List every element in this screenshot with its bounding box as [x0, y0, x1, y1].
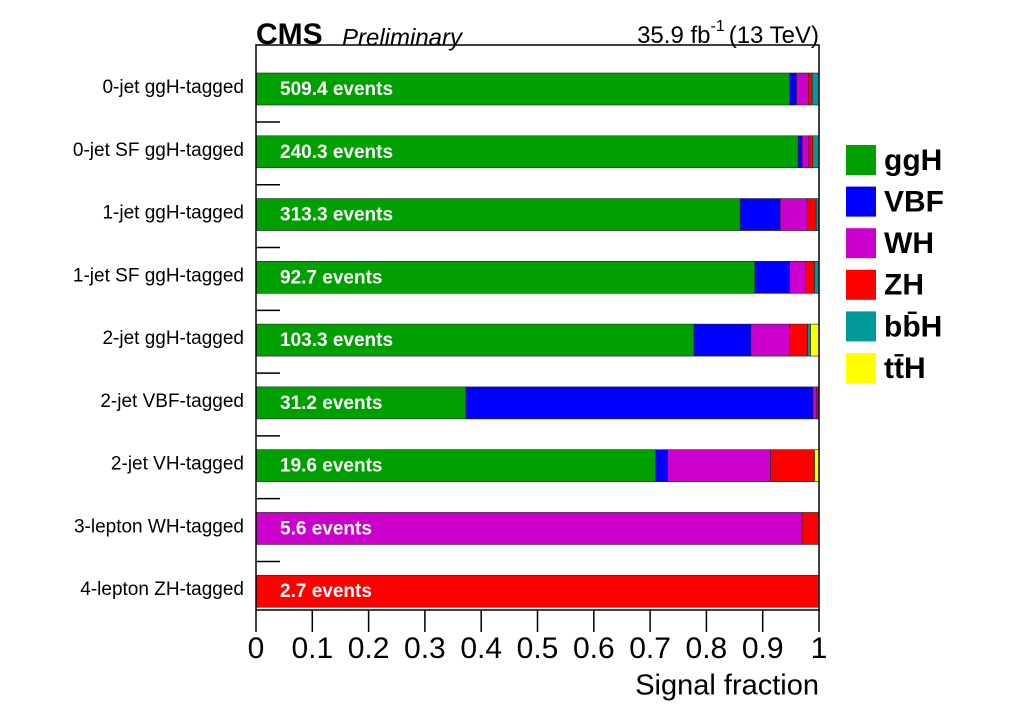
bar-segment — [770, 449, 815, 482]
bar-segment — [812, 386, 818, 420]
x-tick-label: 0.3 — [404, 632, 446, 665]
bar-segment — [807, 323, 811, 357]
legend-swatch — [846, 311, 876, 342]
category-label: 3-lepton WH-tagged — [74, 516, 244, 537]
x-tick-label: 0.8 — [686, 632, 728, 665]
x-tick-label: 0.7 — [629, 632, 671, 665]
legend-label: VBF — [884, 186, 944, 219]
x-tick-label: 0.6 — [573, 632, 615, 665]
bar-label: 19.6 events — [280, 456, 382, 477]
legend-label: bb̄H — [884, 310, 942, 343]
bar-label: 2.7 events — [280, 581, 372, 602]
bar-segment — [750, 323, 791, 357]
bar-segment — [255, 449, 657, 482]
legend-label: tt̄H — [884, 352, 926, 385]
x-tick-label: 0.5 — [517, 632, 559, 665]
legend-label: ggH — [884, 144, 942, 177]
bar-segment — [255, 135, 799, 169]
bar-segment — [811, 72, 820, 106]
bar-segment — [789, 323, 809, 357]
experiment: CMS — [256, 18, 323, 51]
bar-segment — [801, 512, 820, 545]
bar-label: 31.2 events — [280, 393, 382, 414]
bar-label: 313.3 events — [280, 205, 393, 226]
category-label: 0-jet SF ggH-tagged — [73, 140, 244, 161]
bar-segment — [808, 135, 814, 169]
category-label: 0-jet ggH-tagged — [102, 77, 244, 98]
x-tick-label: 0.1 — [291, 632, 333, 665]
bar-segment — [812, 135, 820, 169]
bar-label: 240.3 events — [280, 142, 393, 163]
bar-segment — [806, 198, 817, 231]
category-label: 1-jet ggH-tagged — [102, 203, 244, 224]
legend-swatch — [846, 186, 876, 217]
category-label: 4-lepton ZH-tagged — [80, 579, 244, 600]
bar-segment — [810, 323, 820, 357]
lumi-exponent: -1 — [710, 18, 724, 35]
bar-segment — [808, 72, 813, 106]
bar-label: 509.4 events — [280, 79, 393, 100]
bar-segment — [801, 135, 810, 169]
legend-swatch — [846, 353, 876, 383]
bar-segment — [693, 323, 752, 357]
category-label: 1-jet SF ggH-tagged — [73, 265, 244, 286]
legend-label: WH — [884, 227, 934, 260]
bar-segment — [789, 261, 806, 294]
x-tick-label: 0.2 — [348, 632, 390, 665]
x-tick-label: 1 — [811, 632, 828, 665]
bar-segment — [796, 72, 809, 106]
bar-segment — [754, 261, 791, 294]
x-tick-label: 0 — [248, 632, 265, 665]
bar-label: 92.7 events — [280, 267, 382, 288]
bar-segment — [789, 72, 797, 106]
bar-segment — [255, 323, 695, 357]
legend-swatch — [846, 269, 876, 300]
bar-label: 103.3 events — [280, 330, 393, 351]
bar-segment — [739, 198, 781, 231]
x-tick-label: 0.4 — [460, 632, 502, 665]
bar-label: 5.6 events — [280, 518, 372, 539]
legend-swatch — [846, 145, 876, 175]
category-label: 2-jet VBF-tagged — [100, 391, 244, 412]
legend-swatch — [846, 228, 876, 259]
bar-segment — [797, 135, 803, 169]
category-label: 2-jet VH-tagged — [111, 454, 244, 475]
x-axis-title: Signal fraction — [635, 670, 819, 702]
bar-segment — [655, 449, 668, 482]
legend-label: ZH — [884, 269, 924, 302]
bar-segment — [805, 261, 815, 294]
bar-segment — [255, 512, 803, 545]
category-label: 2-jet ggH-tagged — [102, 328, 244, 349]
bar-segment — [465, 386, 814, 420]
x-tick-label: 0.9 — [742, 632, 784, 665]
bar-segment — [779, 198, 808, 231]
status: Preliminary — [342, 24, 464, 51]
bar-segment — [667, 449, 771, 482]
